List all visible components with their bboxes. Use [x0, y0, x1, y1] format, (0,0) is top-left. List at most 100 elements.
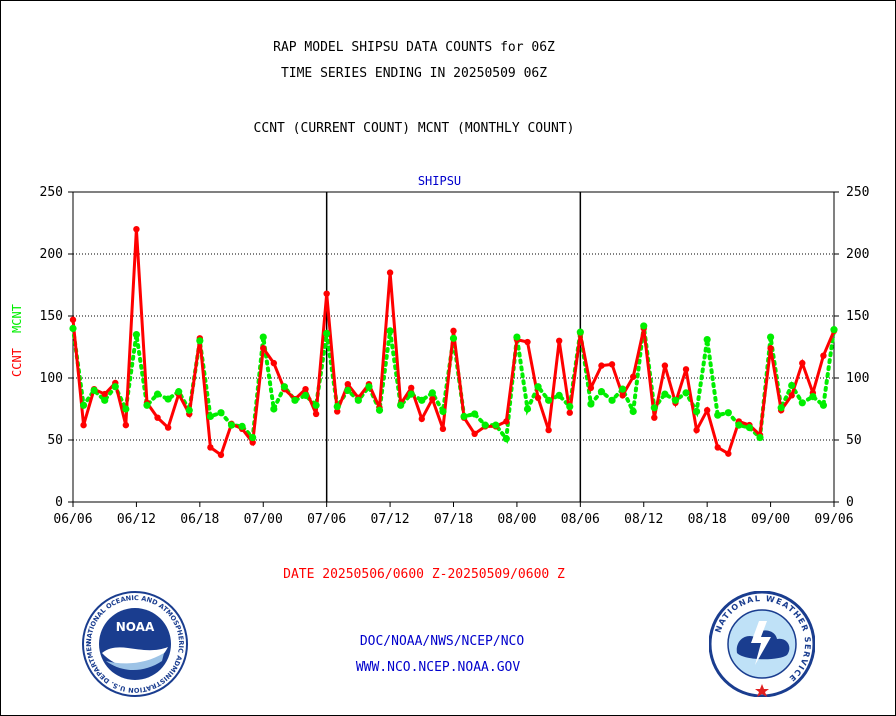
ccnt-point — [217, 451, 225, 459]
website-link[interactable]: WWW.NCO.NCEP.NOAA.GOV — [355, 660, 521, 675]
ccnt-point — [386, 269, 394, 276]
mcnt-point — [175, 388, 183, 396]
ccnt-point — [471, 430, 478, 437]
ccnt-point — [207, 444, 214, 451]
x-tick-label: 06/18 — [180, 512, 219, 527]
y-tick-label-left: 100 — [40, 371, 63, 386]
chart-title-line1: RAP MODEL SHIPSU DATA COUNTS for 06Z — [273, 40, 555, 55]
mcnt-point — [587, 400, 595, 408]
ccnt-point — [629, 373, 637, 380]
x-tick-label: 08/06 — [561, 512, 600, 527]
series-line-ccnt — [71, 229, 836, 458]
mcnt-point — [714, 411, 722, 419]
y-axis-label-ccnt: CCNT — [10, 348, 24, 377]
ccnt-point — [725, 450, 732, 457]
ccnt-point — [154, 414, 161, 421]
y-tick-label-left: 50 — [47, 433, 63, 448]
mcnt-point — [365, 383, 373, 391]
chart-subtitle: CCNT (CURRENT COUNT) MCNT (MONTHLY COUNT… — [253, 121, 575, 136]
ccnt-point — [703, 407, 711, 414]
ccnt-point — [534, 394, 542, 402]
mcnt-point — [439, 407, 447, 416]
mcnt-point — [534, 383, 542, 391]
ccnt-point — [788, 392, 795, 399]
ccnt-point — [439, 425, 447, 433]
ccnt-point — [334, 408, 341, 415]
mcnt-point — [819, 401, 828, 409]
mcnt-point — [291, 396, 299, 404]
mcnt-point — [513, 333, 521, 341]
ccnt-point — [799, 359, 806, 367]
mcnt-point — [333, 402, 341, 411]
ccnt-point — [133, 226, 140, 233]
x-tick-label: 07/18 — [434, 512, 473, 527]
ccnt-point — [429, 395, 436, 403]
mcnt-point — [344, 386, 352, 394]
mcnt-point — [90, 386, 98, 394]
ccnt-point — [164, 424, 172, 431]
y-tick-label-left: 0 — [55, 495, 63, 510]
x-tick-label: 09/00 — [751, 512, 790, 527]
ccnt-point — [820, 352, 827, 359]
mcnt-point — [492, 421, 500, 429]
mcnt-point — [830, 326, 838, 334]
mcnt-point — [312, 401, 320, 409]
chart-title-line2: TIME SERIES ENDING IN 20250509 06Z — [280, 66, 548, 81]
mcnt-point — [523, 405, 532, 413]
ccnt-point — [302, 385, 309, 393]
ccnt-point — [619, 392, 626, 399]
mcnt-point — [640, 322, 648, 330]
mcnt-point — [809, 393, 817, 401]
ccnt-point — [450, 327, 457, 335]
ccnt-point — [80, 421, 87, 429]
ccnt-point — [714, 444, 721, 451]
mcnt-point — [101, 396, 109, 404]
mcnt-point — [766, 333, 775, 341]
ccnt-point — [270, 359, 278, 367]
x-tick-label: 08/00 — [497, 512, 536, 527]
mcnt-point — [153, 390, 162, 398]
x-tick-label: 07/12 — [371, 512, 410, 527]
noaa-logo: NATIONAL OCEANIC AND ATMOSPHERIC ADMINIS… — [82, 591, 188, 697]
ccnt-point — [323, 290, 330, 297]
mcnt-point — [777, 404, 785, 412]
date-range-label: DATE 20250506/0600 Z-20250509/0600 Z — [283, 567, 565, 582]
mcnt-point — [502, 435, 510, 443]
mcnt-point — [227, 421, 236, 429]
mcnt-point — [397, 401, 405, 409]
ccnt-point — [651, 414, 658, 421]
y-tick-label-left: 250 — [40, 185, 63, 200]
mcnt-point — [566, 402, 574, 411]
x-tick-label: 08/12 — [624, 512, 663, 527]
ccnt-point — [344, 381, 352, 388]
mcnt-point — [576, 328, 584, 336]
ccnt-point — [101, 390, 108, 398]
y-tick-label-left: 200 — [40, 247, 63, 262]
ccnt-point — [598, 362, 605, 369]
mcnt-point — [375, 406, 384, 414]
mcnt-point — [206, 412, 215, 421]
y-tick-label-left: 150 — [40, 309, 63, 324]
mcnt-point — [323, 329, 331, 337]
mcnt-point — [619, 385, 627, 393]
mcnt-point — [555, 391, 563, 399]
mcnt-point — [629, 407, 637, 416]
ccnt-point — [69, 316, 77, 323]
mcnt-point — [386, 327, 394, 335]
mcnt-point — [661, 390, 669, 398]
ccnt-point — [260, 345, 267, 352]
y-axis-label-mcnt: MCNT — [10, 304, 24, 333]
mcnt-point — [407, 390, 415, 398]
agency-label: DOC/NOAA/NWS/NCEP/NCO — [359, 634, 525, 649]
y-tick-label-right: 250 — [846, 185, 869, 200]
mcnt-point — [481, 421, 489, 429]
mcnt-point — [185, 406, 193, 414]
ccnt-point — [682, 366, 690, 373]
mcnt-point — [724, 409, 732, 417]
mcnt-point — [471, 410, 479, 418]
ccnt-point — [566, 409, 573, 416]
mcnt-point — [132, 331, 141, 339]
x-tick-label: 07/00 — [244, 512, 283, 527]
mcnt-point — [798, 399, 806, 407]
